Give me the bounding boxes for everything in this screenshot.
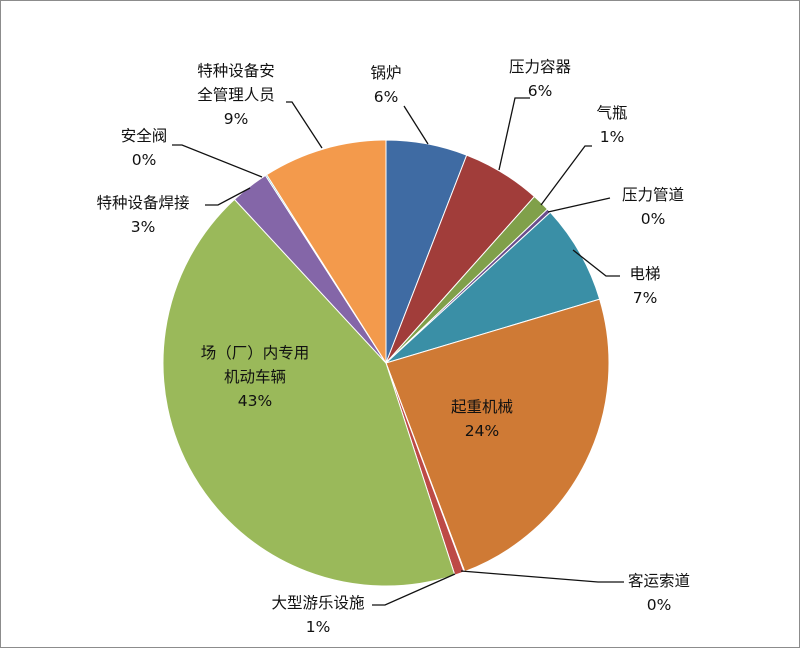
label-welding: 特种设备焊接 3% — [96, 194, 189, 236]
pie-slices — [162, 139, 610, 587]
label-name-line2: 机动车辆 — [224, 368, 286, 386]
label-percent: 24% — [465, 422, 499, 440]
leader-line-elevator — [572, 249, 620, 277]
label-safety-valve: 安全阀 0% — [121, 127, 168, 169]
label-pressure-vessel: 压力容器 6% — [509, 58, 572, 100]
label-percent: 1% — [306, 618, 331, 636]
leader-line-welding — [205, 187, 251, 206]
label-name: 电梯 — [629, 265, 660, 283]
label-pressure-pipe: 压力管道 0% — [622, 186, 684, 228]
label-percent: 6% — [374, 88, 399, 106]
label-ropeway: 客运索道 0% — [628, 572, 690, 614]
label-name: 客运索道 — [628, 572, 690, 590]
label-name: 锅炉 — [370, 64, 401, 82]
label-name: 大型游乐设施 — [271, 594, 364, 612]
label-boiler: 锅炉 6% — [370, 64, 401, 106]
slice-safety-managers — [265, 139, 387, 365]
slice-elevator — [385, 211, 601, 364]
label-percent: 0% — [641, 210, 666, 228]
label-name: 起重机械 — [451, 398, 513, 416]
label-percent: 43% — [238, 392, 272, 410]
label-percent: 7% — [633, 289, 658, 307]
label-percent: 1% — [600, 128, 625, 146]
slice-motor-vehicles — [162, 198, 456, 587]
label-percent: 0% — [132, 151, 157, 169]
label-percent: 6% — [528, 82, 553, 100]
leader-line-amusement — [372, 573, 456, 606]
leader-line-pressure-pipe — [547, 197, 611, 213]
leader-line-pressure-vessel — [498, 97, 530, 171]
label-safety-managers: 特种设备安 全管理人员 9% — [197, 62, 275, 128]
label-name: 特种设备焊接 — [96, 194, 189, 212]
leader-line-ropeway — [460, 570, 624, 583]
label-gas-cylinder: 气瓶 1% — [596, 104, 627, 146]
label-percent: 9% — [224, 110, 249, 128]
label-percent: 0% — [647, 596, 672, 614]
label-name: 气瓶 — [596, 104, 627, 122]
leader-lines — [172, 97, 624, 606]
label-name-line2: 全管理人员 — [197, 86, 275, 104]
label-percent: 3% — [131, 218, 156, 236]
label-name: 安全阀 — [121, 127, 168, 145]
label-name: 压力管道 — [622, 186, 684, 204]
leader-line-boiler — [403, 105, 429, 145]
leader-line-safety-valve — [172, 144, 263, 178]
label-name: 压力容器 — [509, 58, 572, 76]
label-amusement: 大型游乐设施 1% — [271, 594, 364, 636]
leader-line-gas-cylinder — [540, 145, 592, 206]
slice-lifting-machinery — [385, 298, 610, 573]
label-elevator: 电梯 7% — [629, 265, 660, 307]
label-motor-vehicles: 场（厂）内专用 机动车辆 43% — [201, 344, 310, 410]
label-name-line1: 特种设备安 — [197, 62, 275, 80]
label-name-line1: 场（厂）内专用 — [201, 344, 310, 362]
label-lifting-machinery: 起重机械 24% — [451, 398, 513, 440]
leader-line-safety-managers — [286, 101, 323, 149]
